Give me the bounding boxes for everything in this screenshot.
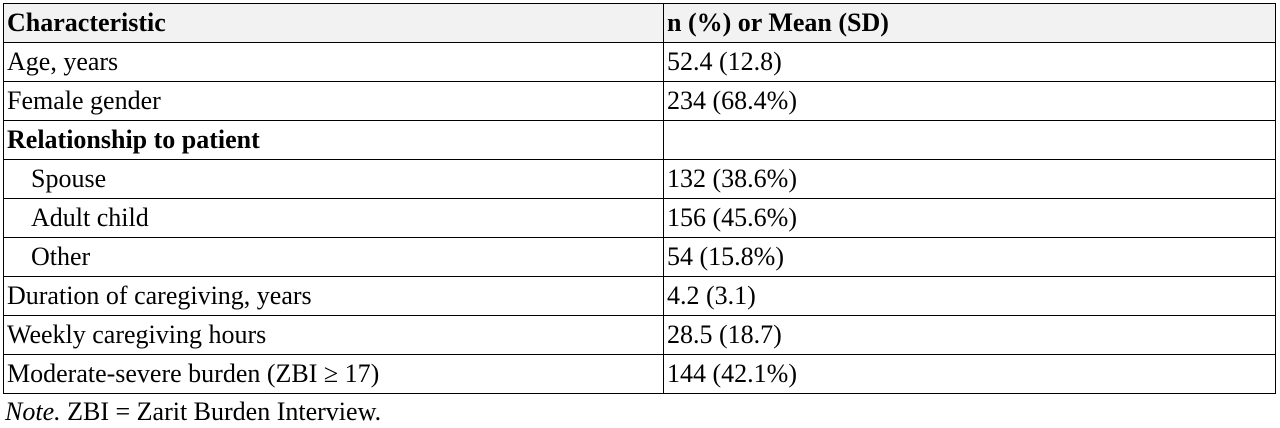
header-row: Characteristic n (%) or Mean (SD) xyxy=(3,3,1276,43)
empty-cell xyxy=(663,120,1276,160)
label-cell: Other xyxy=(3,237,664,277)
row: Other 54 (15.8%) xyxy=(3,237,1276,277)
row: Adult child 156 (45.6%) xyxy=(3,198,1276,238)
label-cell: Weekly caregiving hours xyxy=(3,315,664,355)
table-note: Note. ZBI = Zarit Burden Interview. xyxy=(5,396,381,428)
row: Weekly caregiving hours 28.5 (18.7) xyxy=(3,315,1276,355)
header-cell: Characteristic xyxy=(3,3,664,43)
header-cell: n (%) or Mean (SD) xyxy=(663,3,1276,43)
row: Female gender 234 (68.4%) xyxy=(3,81,1276,121)
row: Relationship to patient xyxy=(3,120,1276,160)
value-cell: 28.5 (18.7) xyxy=(663,315,1276,355)
row: Moderate-severe burden (ZBI ≥ 17) 144 (42… xyxy=(3,354,1276,394)
value-cell: 234 (68.4%) xyxy=(663,81,1276,121)
characteristics-table: Characteristic n (%) or Mean (SD) Age, y… xyxy=(3,3,1276,394)
value-cell: 144 (42.1%) xyxy=(663,354,1276,394)
note-label: Note. xyxy=(5,397,61,426)
label-cell: Duration of caregiving, years xyxy=(3,276,664,316)
label-cell: Moderate-severe burden (ZBI ≥ 17) xyxy=(3,354,664,394)
section-cell: Relationship to patient xyxy=(3,120,664,160)
label-cell: Adult child xyxy=(3,198,664,238)
row: Duration of caregiving, years 4.2 (3.1) xyxy=(3,276,1276,316)
label-cell: Female gender xyxy=(3,81,664,121)
value-cell: 156 (45.6%) xyxy=(663,198,1276,238)
row: Spouse 132 (38.6%) xyxy=(3,159,1276,199)
value-cell: 52.4 (12.8) xyxy=(663,42,1276,82)
row: Age, years 52.4 (12.8) xyxy=(3,42,1276,82)
value-cell: 54 (15.8%) xyxy=(663,237,1276,277)
note-text: ZBI = Zarit Burden Interview. xyxy=(67,397,382,426)
label-cell: Age, years xyxy=(3,42,664,82)
value-cell: 132 (38.6%) xyxy=(663,159,1276,199)
value-cell: 4.2 (3.1) xyxy=(663,276,1276,316)
label-cell: Spouse xyxy=(3,159,664,199)
